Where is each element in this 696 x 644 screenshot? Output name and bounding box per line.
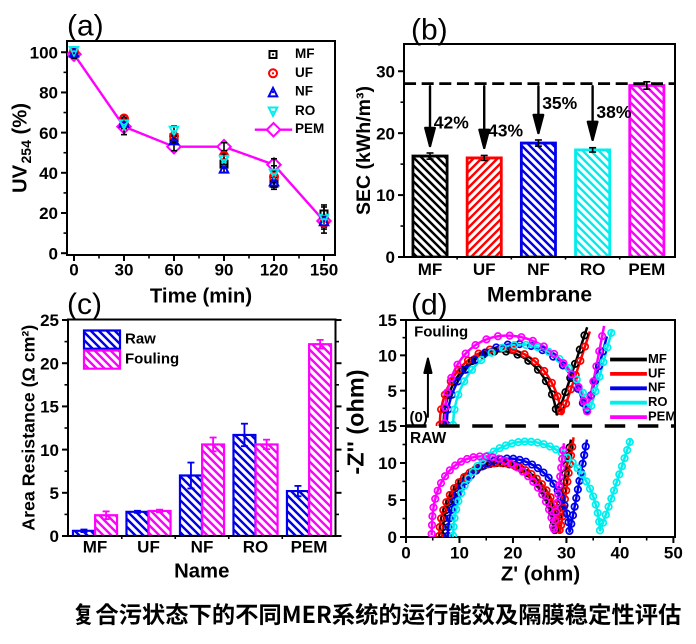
svg-text:254: 254 [18,140,34,164]
svg-text:40: 40 [610,543,629,562]
svg-text:90: 90 [215,260,234,279]
svg-text:5: 5 [388,491,397,510]
svg-text:UF: UF [648,365,665,380]
svg-text:NF: NF [295,84,313,99]
svg-text:PEM: PEM [295,121,324,136]
svg-text:60: 60 [39,124,58,143]
svg-text:Fouling: Fouling [414,324,468,341]
svg-text:30: 30 [115,260,134,279]
svg-text:Z' (ohm): Z' (ohm) [501,564,580,586]
svg-text:NF: NF [527,260,550,279]
svg-text:0: 0 [50,527,59,546]
svg-text:100: 100 [30,43,58,62]
svg-text:NF: NF [648,380,665,395]
svg-text:5: 5 [50,484,59,503]
svg-text:(d): (d) [411,289,448,322]
svg-text:Raw: Raw [125,330,156,347]
svg-text:150: 150 [310,260,338,279]
svg-text:20: 20 [40,354,59,373]
svg-text:UF: UF [473,260,496,279]
svg-text:35%: 35% [542,93,577,113]
svg-text:30: 30 [376,62,395,81]
svg-text:30: 30 [557,543,576,562]
svg-text:RAW: RAW [410,430,447,447]
svg-text:UF: UF [295,65,313,80]
svg-text:0: 0 [388,528,397,547]
svg-text:20: 20 [376,124,395,143]
svg-text:15: 15 [378,311,397,330]
svg-text:UV: UV [10,164,32,193]
svg-text:43%: 43% [488,120,523,140]
svg-text:20: 20 [39,204,58,223]
svg-text:RO: RO [580,260,606,279]
svg-text:10: 10 [378,346,397,365]
svg-text:MF: MF [418,260,443,279]
svg-text:40: 40 [39,164,58,183]
svg-text:PEM: PEM [628,260,665,279]
svg-text:(%): (%) [10,103,32,135]
svg-text:Membrane: Membrane [487,284,592,307]
svg-text:0: 0 [401,543,410,562]
svg-text:UF: UF [137,537,160,556]
svg-text:(0): (0) [409,409,427,426]
svg-text:0: 0 [49,244,58,263]
svg-text:20: 20 [503,543,522,562]
svg-text:80: 80 [39,84,58,103]
svg-text:Time (min): Time (min) [150,286,252,308]
svg-text:MF: MF [295,46,315,61]
svg-text:MF: MF [648,351,667,366]
svg-text:Area Resistance (Ω cm²): Area Resistance (Ω cm²) [18,325,38,531]
svg-text:38%: 38% [596,102,631,122]
svg-text:-Z'' (ohm): -Z'' (ohm) [343,369,369,474]
svg-text:MF: MF [83,537,108,556]
svg-text:(b): (b) [411,14,448,47]
svg-text:RO: RO [648,394,668,409]
svg-text:25: 25 [40,311,59,330]
svg-text:60: 60 [165,260,184,279]
svg-text:NF: NF [191,537,214,556]
svg-text:PEM: PEM [648,408,676,423]
svg-text:0: 0 [69,260,78,279]
svg-text:Fouling: Fouling [125,350,179,367]
svg-text:(c): (c) [67,288,102,321]
svg-text:PEM: PEM [291,537,328,556]
svg-text:120: 120 [260,260,288,279]
svg-text:SEC (kWh/m³): SEC (kWh/m³) [353,86,375,215]
svg-text:10: 10 [378,454,397,473]
svg-text:0: 0 [386,248,395,267]
svg-text:Name: Name [174,561,229,583]
svg-text:5: 5 [388,382,397,401]
svg-text:RO: RO [243,537,269,556]
svg-text:RO: RO [295,103,315,118]
svg-text:10: 10 [376,186,395,205]
svg-text:42%: 42% [434,112,469,132]
svg-text:15: 15 [378,417,397,436]
svg-text:15: 15 [40,398,59,417]
svg-text:10: 10 [40,441,59,460]
svg-text:50: 50 [664,543,683,562]
svg-text:10: 10 [450,543,469,562]
svg-text:(a): (a) [67,10,104,43]
